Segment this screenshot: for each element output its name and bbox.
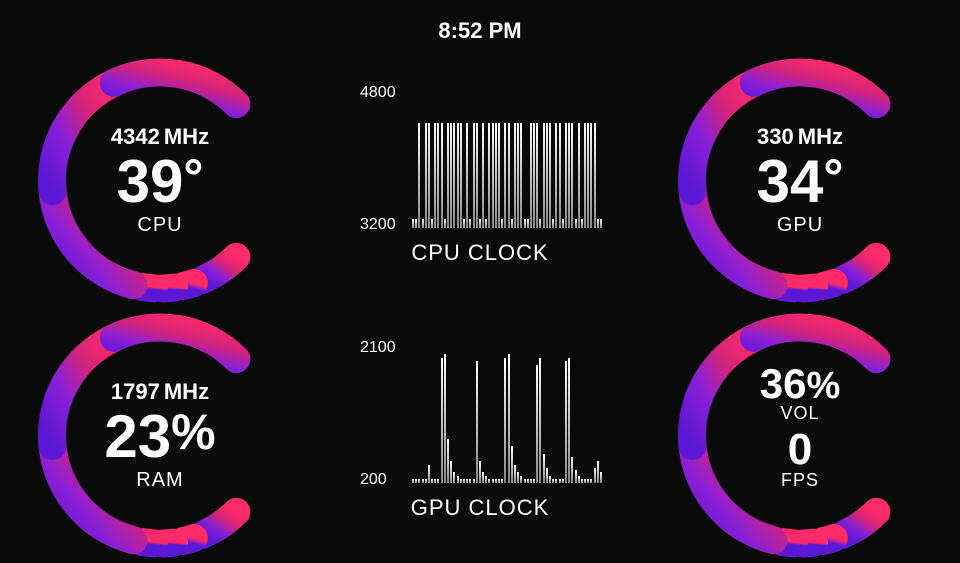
ram-gauge-cell: 1797MHz 23% RAM <box>0 303 320 558</box>
cpu-temp-unit: ° <box>183 149 203 205</box>
gpu-clock-ymax: 2100 <box>360 339 396 357</box>
fps-label: FPS <box>781 470 819 491</box>
ram-clock-unit: MHz <box>164 379 209 404</box>
vol-unit: % <box>806 365 840 407</box>
ram-pct-unit: % <box>171 404 215 460</box>
cpu-label: CPU <box>137 214 182 237</box>
fps-value: 0 <box>788 428 812 472</box>
cpu-temp-value: 39 <box>117 148 184 215</box>
gpu-gauge: 330MHz 34° GPU <box>670 48 930 303</box>
ram-gauge: 1797MHz 23% RAM <box>30 303 290 558</box>
ram-clock-value: 1797 <box>111 379 160 404</box>
gpu-clock-bars <box>412 343 602 483</box>
gpu-clock-ymin: 200 <box>360 471 387 489</box>
cpu-clock-label: CPU CLOCK <box>330 240 630 266</box>
cpu-clock-chart-cell: 4800 3200 CPU CLOCK <box>320 48 640 303</box>
gpu-clock-unit: MHz <box>798 124 843 149</box>
cpu-clock-value: 4342 <box>111 124 160 149</box>
gpu-clock-chart-cell: 2100 200 GPU CLOCK <box>320 303 640 558</box>
cpu-gauge-cell: 4342MHz 39° CPU <box>0 48 320 303</box>
gpu-clock-value: 330 <box>757 124 794 149</box>
gpu-gauge-cell: 330MHz 34° GPU <box>640 48 960 303</box>
cpu-clock-chart: 4800 3200 CPU CLOCK <box>330 48 630 303</box>
gpu-temp-value: 34 <box>757 148 824 215</box>
dashboard-grid: 4342MHz 39° CPU 4800 3200 CPU CLOCK 330M… <box>0 48 960 558</box>
cpu-clock-ymax: 4800 <box>360 84 396 102</box>
cpu-clock-ymin: 3200 <box>360 216 396 234</box>
gpu-temp-unit: ° <box>823 149 843 205</box>
cpu-clock-unit: MHz <box>164 124 209 149</box>
gpu-clock-chart: 2100 200 GPU CLOCK <box>330 303 630 558</box>
cpu-clock-bars <box>412 88 602 228</box>
cpu-gauge: 4342MHz 39° CPU <box>30 48 290 303</box>
vol-label: VOL <box>780 403 819 424</box>
gpu-clock-label: GPU CLOCK <box>330 495 630 521</box>
ram-pct-value: 23 <box>104 403 171 470</box>
vol-value: 36 <box>760 360 807 407</box>
gpu-label: GPU <box>777 214 823 237</box>
volfps-gauge: 36% VOL 0 FPS <box>670 303 930 558</box>
ram-label: RAM <box>136 469 183 492</box>
volfps-gauge-cell: 36% VOL 0 FPS <box>640 303 960 558</box>
clock-time: 8:52 PM <box>438 18 521 44</box>
